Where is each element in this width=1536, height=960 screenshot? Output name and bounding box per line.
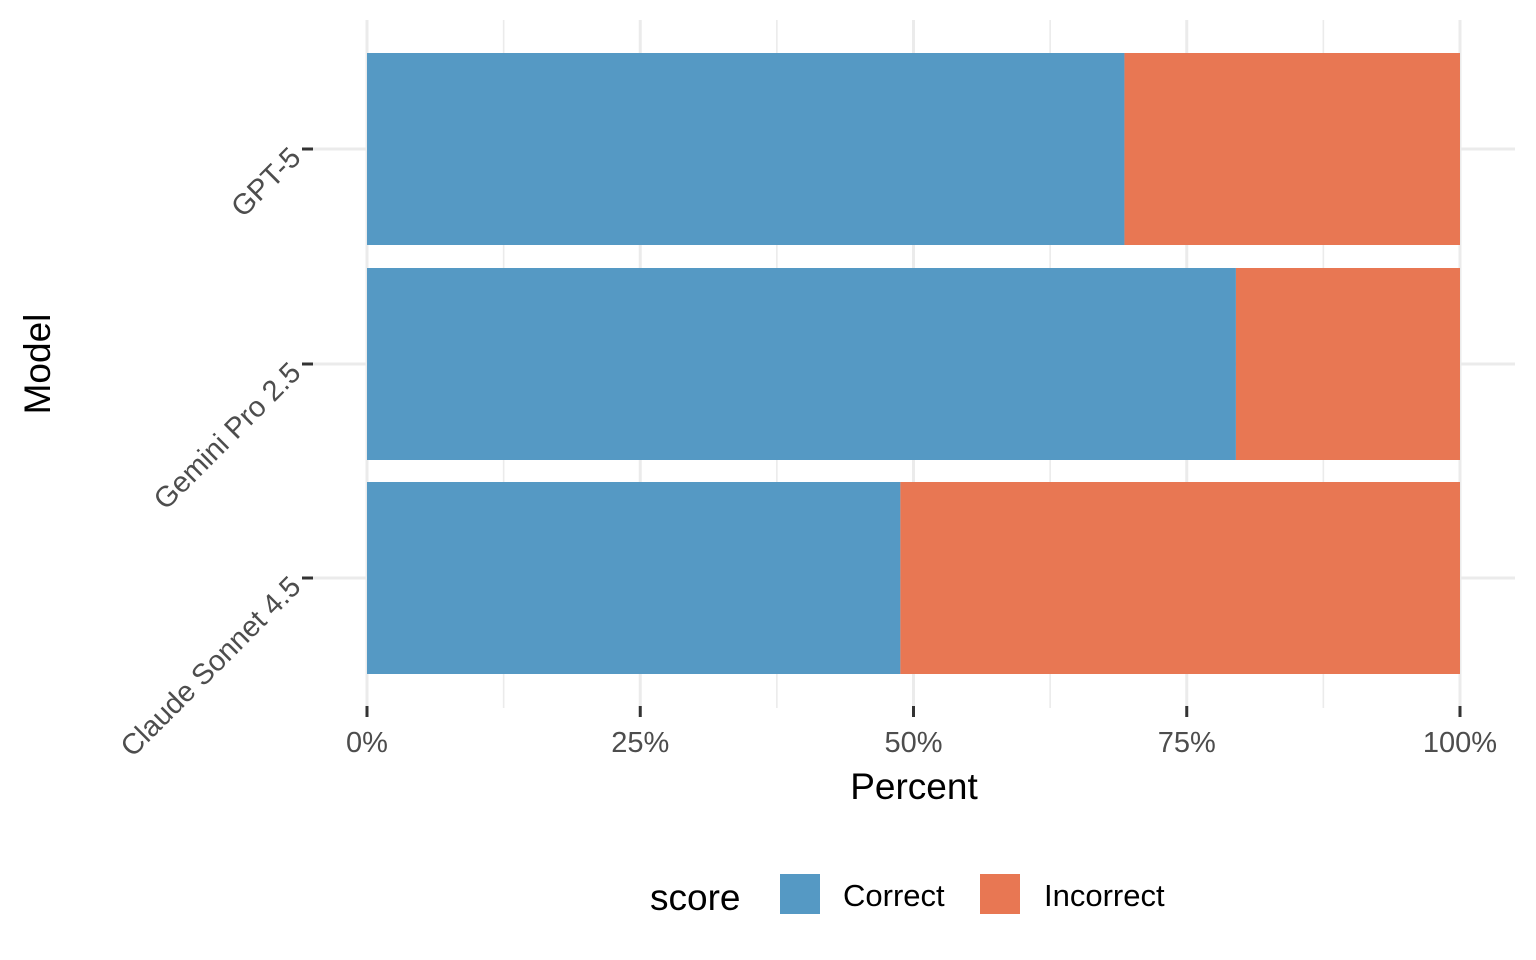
x-axis-title: Percent: [850, 766, 978, 807]
bar-incorrect: [900, 482, 1460, 674]
bar-incorrect: [1124, 53, 1460, 245]
legend-label-correct: Correct: [843, 878, 945, 913]
legend-key-incorrect: [980, 874, 1020, 914]
legend-key-correct: [780, 874, 820, 914]
bar-correct: [367, 482, 901, 674]
legend-title: score: [650, 877, 740, 918]
y-tick-label: GPT-5: [225, 142, 307, 224]
bar-correct: [367, 268, 1236, 460]
x-tick-label: 25%: [611, 727, 669, 759]
bar-incorrect: [1235, 268, 1460, 460]
legend-entries: Correct Incorrect: [780, 874, 1165, 914]
x-tick-label: 100%: [1423, 727, 1497, 759]
bars: [367, 53, 1460, 674]
legend-label-incorrect: Incorrect: [1044, 878, 1165, 913]
x-tick-label: 75%: [1158, 727, 1216, 759]
x-tick-label: 50%: [884, 727, 942, 759]
x-tick-label: 0%: [346, 727, 388, 759]
y-axis-title: Model: [17, 314, 58, 415]
y-tick-label: Gemini Pro 2.5: [148, 357, 307, 516]
y-tick-label: Claude Sonnet 4.5: [115, 571, 308, 764]
bar-correct: [367, 53, 1125, 245]
legend: score Correct Incorrect: [650, 874, 1165, 918]
